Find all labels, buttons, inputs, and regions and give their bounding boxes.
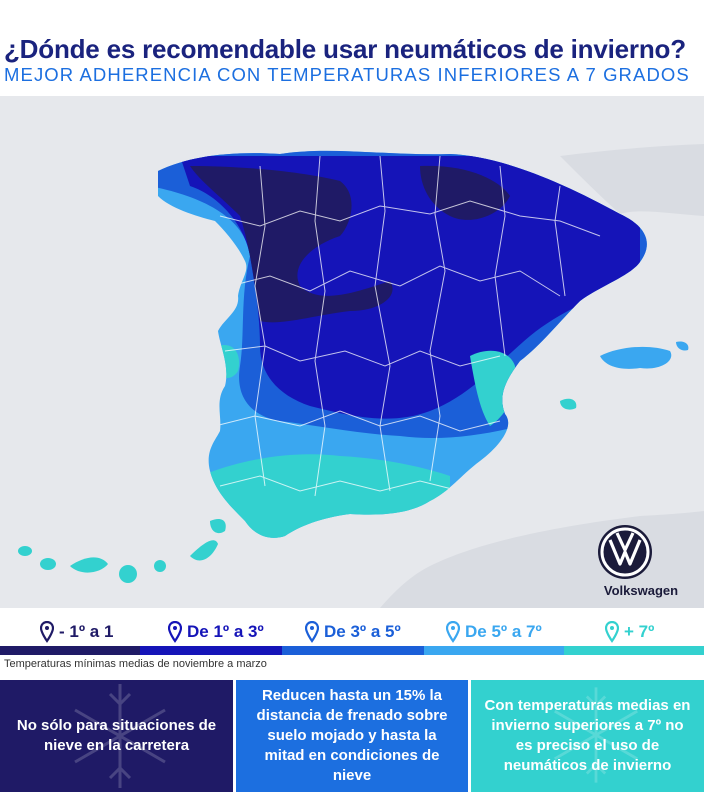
balearic-ibiza <box>560 398 577 410</box>
map-pin-icon <box>168 621 182 643</box>
legend-item-2: De 1º a 3º <box>168 620 264 644</box>
map-pin-icon <box>605 621 619 643</box>
brand-name: Volkswagen <box>603 583 679 598</box>
legend-label: De 3º a 5º <box>324 622 401 641</box>
balearic-mallorca <box>600 346 672 369</box>
spain-map-svg <box>18 144 704 608</box>
snowflake-icon <box>554 687 638 783</box>
info-box-text: No sólo para situaciones de nieve en la … <box>16 717 217 754</box>
info-box-text: Con temperaturas medias en invierno supe… <box>484 697 691 774</box>
info-box-braking: Reducen hasta un 15% la distancia de fre… <box>236 680 468 792</box>
volkswagen-logo: Volkswagen <box>596 523 686 598</box>
legend-item-5: + 7º <box>605 620 654 644</box>
map-pin-icon <box>305 621 319 643</box>
legend-label: - 1º a 1 <box>59 622 114 641</box>
france-landmass <box>560 144 704 216</box>
info-box-text: Reducen hasta un 15% la distancia de fre… <box>256 687 448 784</box>
info-box-snow: No sólo para situaciones de nieve en la … <box>0 680 233 792</box>
legend-swatch-4 <box>424 646 564 655</box>
map-pin-icon <box>40 621 54 643</box>
legend-label: De 5º a 7º <box>465 622 542 641</box>
legend-item-4: De 5º a 7º <box>446 620 542 644</box>
canary-islands <box>18 519 226 583</box>
legend-item-1: - 1º a 1 <box>40 620 113 644</box>
legend-swatch-5 <box>564 646 704 655</box>
legend-swatch-2 <box>140 646 282 655</box>
page-subtitle: MEJOR ADHERENCIA CON TEMPERATURAS INFERI… <box>4 64 690 85</box>
legend-label: + 7º <box>624 622 655 641</box>
legend-swatch-3 <box>282 646 424 655</box>
legend-color-bar <box>0 646 704 655</box>
map-pin-icon <box>446 621 460 643</box>
snowflake-icon <box>74 684 166 788</box>
page-title: ¿Dónde es recomendable usar neumáticos d… <box>4 34 686 64</box>
province-borders <box>214 155 601 497</box>
legend-label: De 1º a 3º <box>187 622 264 641</box>
legend-footnote: Temperaturas mínimas medias de noviembre… <box>4 658 267 670</box>
legend-item-3: De 3º a 5º <box>305 620 401 644</box>
legend-swatch-1 <box>0 646 140 655</box>
volkswagen-logo-icon <box>598 525 652 579</box>
info-box-temperature: Con temperaturas medias en invierno supe… <box>471 680 704 792</box>
balearic-menorca <box>676 341 689 351</box>
temperature-map: Volkswagen <box>0 96 704 608</box>
